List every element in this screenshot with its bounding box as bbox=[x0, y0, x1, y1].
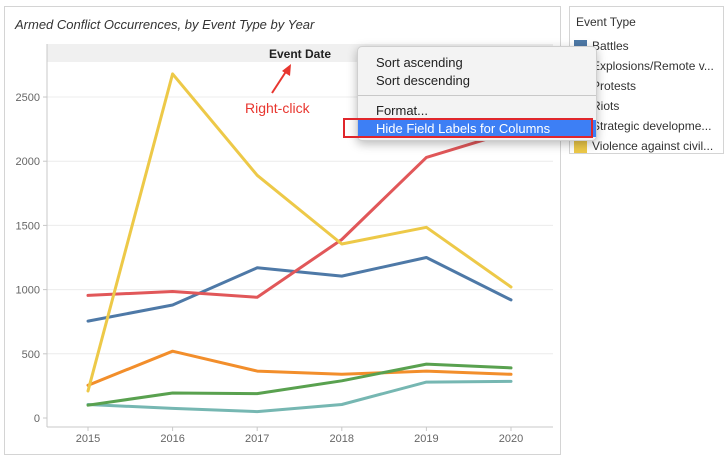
y-tick-label: 2500 bbox=[16, 92, 40, 104]
x-tick-label: 2016 bbox=[160, 433, 184, 445]
legend-label: Explosions/Remote v... bbox=[592, 59, 714, 73]
y-tick-label: 500 bbox=[22, 349, 40, 361]
menu-item-sort-ascending[interactable]: Sort ascending bbox=[376, 55, 463, 70]
menu-separator bbox=[358, 95, 596, 96]
legend-swatch-violence-against-civilians bbox=[574, 140, 587, 153]
menu-item-hide-field-labels-for-columns[interactable]: Hide Field Labels for Columns bbox=[358, 120, 596, 137]
legend-label: Riots bbox=[592, 99, 620, 113]
x-tick-label: 2020 bbox=[499, 433, 523, 445]
legend-label: Violence against civil... bbox=[592, 139, 714, 153]
y-tick-label: 1000 bbox=[16, 285, 40, 297]
y-tick-label: 2000 bbox=[16, 156, 40, 168]
series-layer[interactable] bbox=[86, 72, 513, 414]
context-menu: Sort ascending Sort descending Format...… bbox=[357, 46, 597, 141]
legend-item-violence-against-civilians[interactable]: Violence against civil... bbox=[574, 138, 722, 156]
menu-item-format[interactable]: Format... bbox=[376, 103, 429, 118]
series-line-protests[interactable] bbox=[86, 130, 513, 299]
y-tick-label: 1500 bbox=[16, 220, 40, 232]
annotation-arrow bbox=[271, 64, 291, 94]
legend-label: Battles bbox=[592, 39, 629, 53]
series-line-explosions-remote-v[interactable] bbox=[86, 349, 513, 387]
grid-layer bbox=[47, 96, 553, 355]
x-tick-label: 2019 bbox=[414, 433, 438, 445]
series-line-battles[interactable] bbox=[86, 256, 513, 323]
y-tick-label: 0 bbox=[34, 413, 40, 425]
x-tick-label: 2017 bbox=[245, 433, 269, 445]
right-click-annotation: Right-click bbox=[245, 100, 310, 116]
legend-label: Protests bbox=[592, 79, 637, 93]
legend-title: Event Type bbox=[576, 15, 636, 29]
x-tick-label: 2015 bbox=[76, 433, 100, 445]
series-line-strategic-developme[interactable] bbox=[86, 362, 513, 407]
series-line-riots[interactable] bbox=[86, 379, 513, 414]
chart-title: Armed Conflict Occurrences, by Event Typ… bbox=[15, 17, 315, 32]
axis-layer: 0 500 1000 1500 2000 2500 2015 2016 2017 2018 2019… bbox=[16, 44, 553, 445]
legend-label: Strategic developme... bbox=[592, 119, 712, 133]
x-tick-label: 2018 bbox=[330, 433, 354, 445]
menu-item-sort-descending[interactable]: Sort descending bbox=[376, 73, 470, 88]
column-header-event-date[interactable]: Event Date bbox=[269, 47, 331, 61]
series-line-violence-against-civil[interactable] bbox=[86, 72, 513, 393]
